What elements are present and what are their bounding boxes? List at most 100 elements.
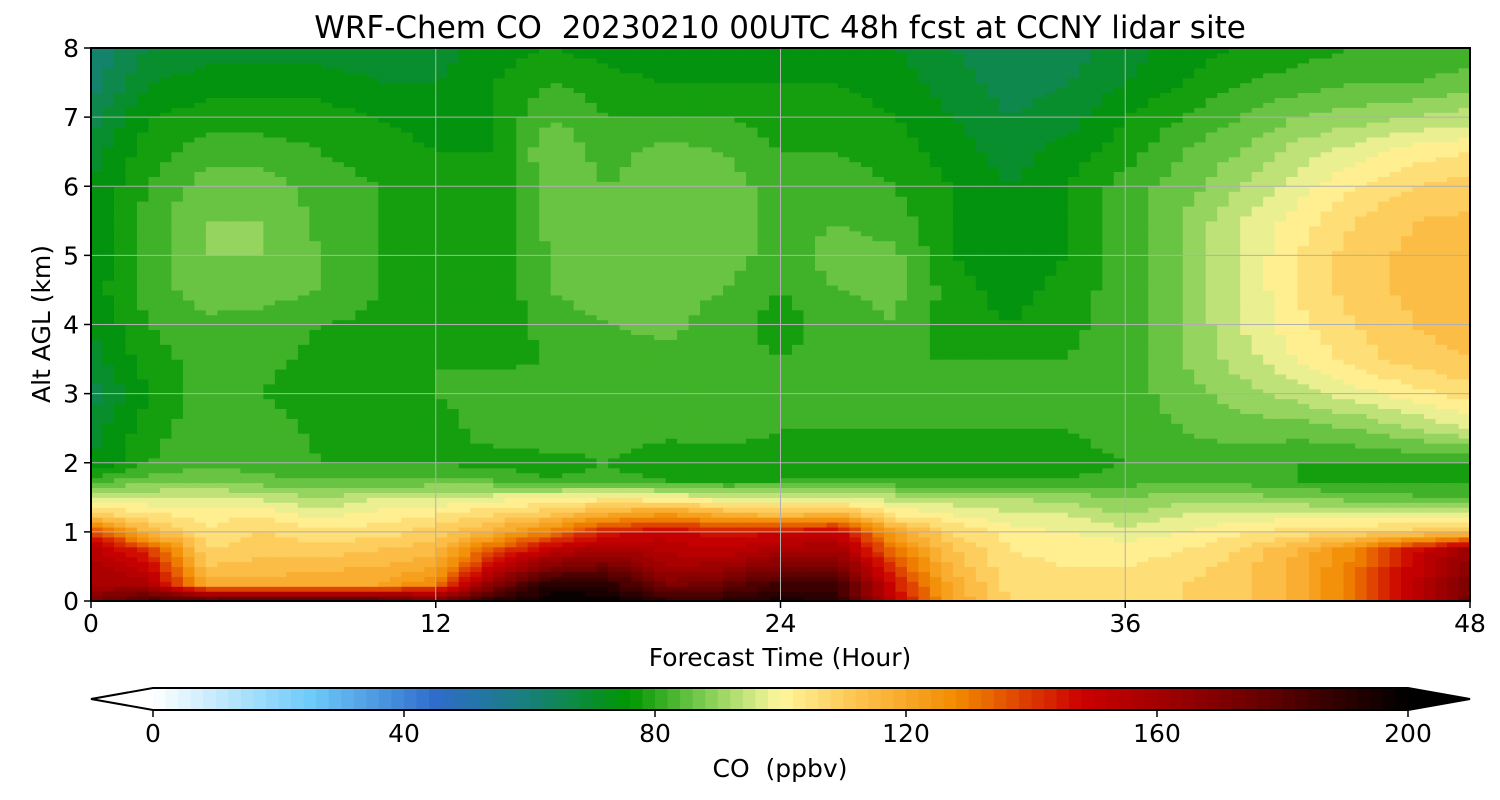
heatmap-cell xyxy=(975,447,988,454)
heatmap-cell xyxy=(1205,526,1218,533)
heatmap-cell xyxy=(1240,487,1253,493)
heatmap-cell xyxy=(895,472,908,479)
heatmap-cell xyxy=(780,571,793,577)
heatmap-cell xyxy=(837,487,851,493)
heatmap-cell xyxy=(1251,413,1264,419)
heatmap-cell xyxy=(1378,487,1391,493)
heatmap-cell xyxy=(1435,452,1448,459)
heatmap-cell xyxy=(837,452,851,459)
heatmap-cell xyxy=(355,526,368,533)
heatmap-cell xyxy=(1159,541,1172,548)
heatmap-cell xyxy=(631,438,644,444)
heatmap-cell xyxy=(987,536,1000,543)
heatmap-cell xyxy=(734,512,747,518)
heatmap-cell xyxy=(1010,546,1023,553)
heatmap-cell xyxy=(1458,433,1471,439)
heatmap-cell xyxy=(1263,586,1276,592)
heatmap-cell xyxy=(343,596,356,602)
heatmap-cell xyxy=(757,438,770,444)
heatmap-cell xyxy=(320,536,333,543)
heatmap-cell xyxy=(1332,452,1345,459)
heatmap-cell xyxy=(1102,502,1115,508)
heatmap-cell xyxy=(803,556,816,563)
heatmap-cell xyxy=(964,522,977,528)
heatmap-cell xyxy=(516,512,529,518)
heatmap-cell xyxy=(412,457,425,464)
heatmap-cell xyxy=(286,517,299,523)
heatmap-cell xyxy=(91,551,104,558)
heatmap-cell xyxy=(102,393,115,400)
heatmap-cell xyxy=(263,477,276,484)
heatmap-cell xyxy=(320,482,333,489)
heatmap-cell xyxy=(918,467,931,474)
heatmap-cell xyxy=(1447,546,1460,553)
heatmap-cell xyxy=(1447,423,1460,429)
heatmap-cell xyxy=(619,452,632,459)
heatmap-cell xyxy=(355,462,368,469)
heatmap-cell xyxy=(1205,438,1218,444)
heatmap-cell xyxy=(1182,492,1195,498)
heatmap-cell xyxy=(217,428,230,434)
heatmap-cell xyxy=(1102,576,1115,582)
heatmap-cell xyxy=(366,507,379,513)
heatmap-cell xyxy=(642,443,655,449)
heatmap-cell xyxy=(1067,591,1080,597)
heatmap-cell xyxy=(343,512,356,518)
heatmap-cell xyxy=(849,512,862,518)
heatmap-cell xyxy=(1067,541,1080,548)
heatmap-cell xyxy=(918,413,931,419)
heatmap-cell xyxy=(1263,467,1276,474)
heatmap-cell xyxy=(240,566,253,572)
heatmap-cell xyxy=(148,571,161,577)
heatmap-cell xyxy=(1286,443,1299,449)
heatmap-cell xyxy=(1182,487,1195,493)
heatmap-cell xyxy=(458,571,471,577)
heatmap-cell xyxy=(148,447,161,454)
heatmap-cell xyxy=(929,596,942,602)
heatmap-cell xyxy=(608,502,621,508)
heatmap-cell xyxy=(1217,517,1230,523)
heatmap-cell xyxy=(998,502,1011,508)
heatmap-cell xyxy=(102,556,115,563)
heatmap-cell xyxy=(1079,457,1092,464)
heatmap-cell xyxy=(1228,531,1241,538)
heatmap-cell xyxy=(1458,571,1471,577)
heatmap-cell xyxy=(470,546,483,553)
heatmap-cell xyxy=(481,596,494,602)
heatmap-cell xyxy=(849,487,862,493)
heatmap-cell xyxy=(435,591,448,597)
heatmap-cell xyxy=(849,536,862,543)
heatmap-cell xyxy=(1366,492,1379,498)
heatmap-cell xyxy=(1056,526,1069,533)
heatmap-cell xyxy=(343,556,356,563)
heatmap-cell xyxy=(125,551,138,558)
heatmap-cell xyxy=(102,438,115,444)
heatmap-cell xyxy=(366,462,379,469)
heatmap-cell xyxy=(550,492,563,498)
heatmap-cell xyxy=(447,531,460,538)
heatmap-cell xyxy=(746,591,759,597)
heatmap-cell xyxy=(1343,566,1356,572)
heatmap-cell xyxy=(1286,398,1299,405)
heatmap-cell xyxy=(539,541,552,548)
heatmap-cell xyxy=(872,423,885,429)
heatmap-cell xyxy=(1458,452,1471,459)
heatmap-cell xyxy=(1125,517,1138,523)
heatmap-cell xyxy=(711,561,724,568)
heatmap-cell xyxy=(171,487,184,493)
heatmap-cell xyxy=(148,443,161,449)
heatmap-cell xyxy=(205,492,219,498)
heatmap-cell xyxy=(1021,526,1034,533)
heatmap-cell xyxy=(734,517,747,523)
heatmap-cell xyxy=(228,428,241,434)
heatmap-cell xyxy=(1251,561,1264,568)
heatmap-cell xyxy=(688,507,701,513)
heatmap-cell xyxy=(803,398,816,405)
heatmap-cell xyxy=(1067,487,1080,493)
heatmap-cell xyxy=(642,512,655,518)
heatmap-cell xyxy=(504,497,517,503)
heatmap-cell xyxy=(217,576,230,582)
heatmap-cell xyxy=(1205,576,1218,582)
heatmap-cell xyxy=(1217,447,1230,454)
heatmap-cell xyxy=(1217,531,1230,538)
